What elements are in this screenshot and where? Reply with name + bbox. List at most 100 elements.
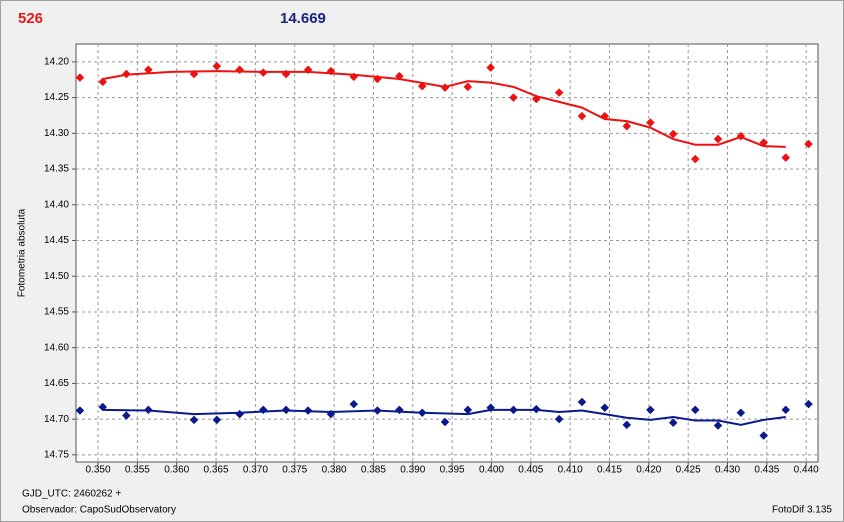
y-tick-label: 14.45 [44,235,69,246]
data-point [258,405,268,415]
x-tick-label: 0.375 [282,465,307,476]
data-point [189,415,199,425]
data-point [509,93,518,102]
data-point [440,83,450,92]
data-point [509,405,518,415]
y-tick-label: 14.20 [44,57,69,68]
data-point [235,409,245,419]
data-point [212,61,222,71]
x-tick-label: 0.395 [440,465,465,476]
x-tick-label: 0.365 [204,465,229,476]
data-point [600,111,610,121]
data-point [713,134,723,144]
data-point [417,408,427,418]
y-tick-label: 14.25 [44,92,69,103]
x-tick-label: 0.385 [361,465,386,476]
data-point [395,405,404,415]
data-point [486,403,496,413]
data-point [212,415,222,425]
y-tick-label: 14.70 [44,414,69,425]
x-tick-label: 0.380 [322,465,347,476]
data-point [373,406,382,415]
data-point [554,88,564,97]
data-point [258,68,268,77]
x-tick-label: 0.350 [86,465,111,476]
x-tick-label: 0.440 [794,465,819,476]
y-tick-label: 14.50 [44,271,69,282]
x-tick-label: 0.425 [676,465,701,476]
data-point [373,74,382,84]
data-point [303,65,313,75]
x-tick-label: 0.390 [400,465,425,476]
data-point [349,399,359,409]
x-tick-label: 0.410 [558,465,583,476]
data-point [531,404,541,414]
data-point [668,129,678,139]
x-tick-label: 0.435 [754,465,779,476]
data-point [75,73,85,82]
data-point [646,118,655,127]
data-point [417,81,427,91]
data-point [622,420,632,430]
header-left: 526 [18,10,43,27]
data-point [690,405,700,415]
data-point [303,406,313,415]
data-point [326,409,336,419]
data-point [759,138,769,147]
data-point [235,65,245,75]
data-point [554,414,564,424]
y-tick-label: 14.65 [44,378,69,389]
data-point [463,82,473,92]
y-tick-label: 14.35 [44,164,69,175]
data-point [646,405,655,415]
data-point [98,402,108,412]
data-point [326,66,336,76]
data-point [463,405,473,415]
y-tick-label: 14.55 [44,307,69,318]
data-point [531,94,541,104]
fit-line [102,70,786,148]
data-point [98,77,108,87]
header-right: 14.669 [280,10,326,27]
data-point [759,431,769,440]
data-point [144,65,153,75]
y-tick-label: 14.60 [44,342,69,353]
data-point [281,405,291,415]
data-point [577,111,587,121]
data-point [690,154,700,164]
y-axis-label: Fotometria absoluta [17,208,28,297]
data-point [349,72,359,82]
data-point [189,69,199,79]
data-point [804,399,813,409]
data-point [713,421,723,430]
y-tick-label: 14.30 [44,128,69,139]
plot-area [75,43,819,463]
data-point [440,417,450,427]
x-tick-label: 0.400 [479,465,504,476]
data-point [622,121,632,131]
data-point [281,69,291,79]
y-tick-label: 14.75 [44,449,69,460]
data-point [668,418,678,428]
data-point [577,397,587,407]
data-point [736,131,746,141]
x-tick-label: 0.360 [164,465,189,476]
data-point [804,139,813,149]
footer-date: GJD_UTC: 2460262 + [22,489,121,500]
y-tick-label: 14.40 [44,199,69,210]
data-point [75,406,85,415]
data-point [122,69,131,79]
x-tick-label: 0.370 [243,465,268,476]
data-point [600,403,610,413]
data-point [486,63,496,72]
x-tick-label: 0.405 [518,465,543,476]
x-tick-label: 0.430 [715,465,740,476]
footer-version: FotoDif 3.135 [772,505,832,516]
footer-observer: Observador: CapoSudObservatory [22,505,176,516]
data-point [144,405,153,415]
data-point [781,405,791,415]
x-tick-label: 0.415 [597,465,622,476]
x-tick-label: 0.420 [636,465,661,476]
data-point [122,411,131,420]
